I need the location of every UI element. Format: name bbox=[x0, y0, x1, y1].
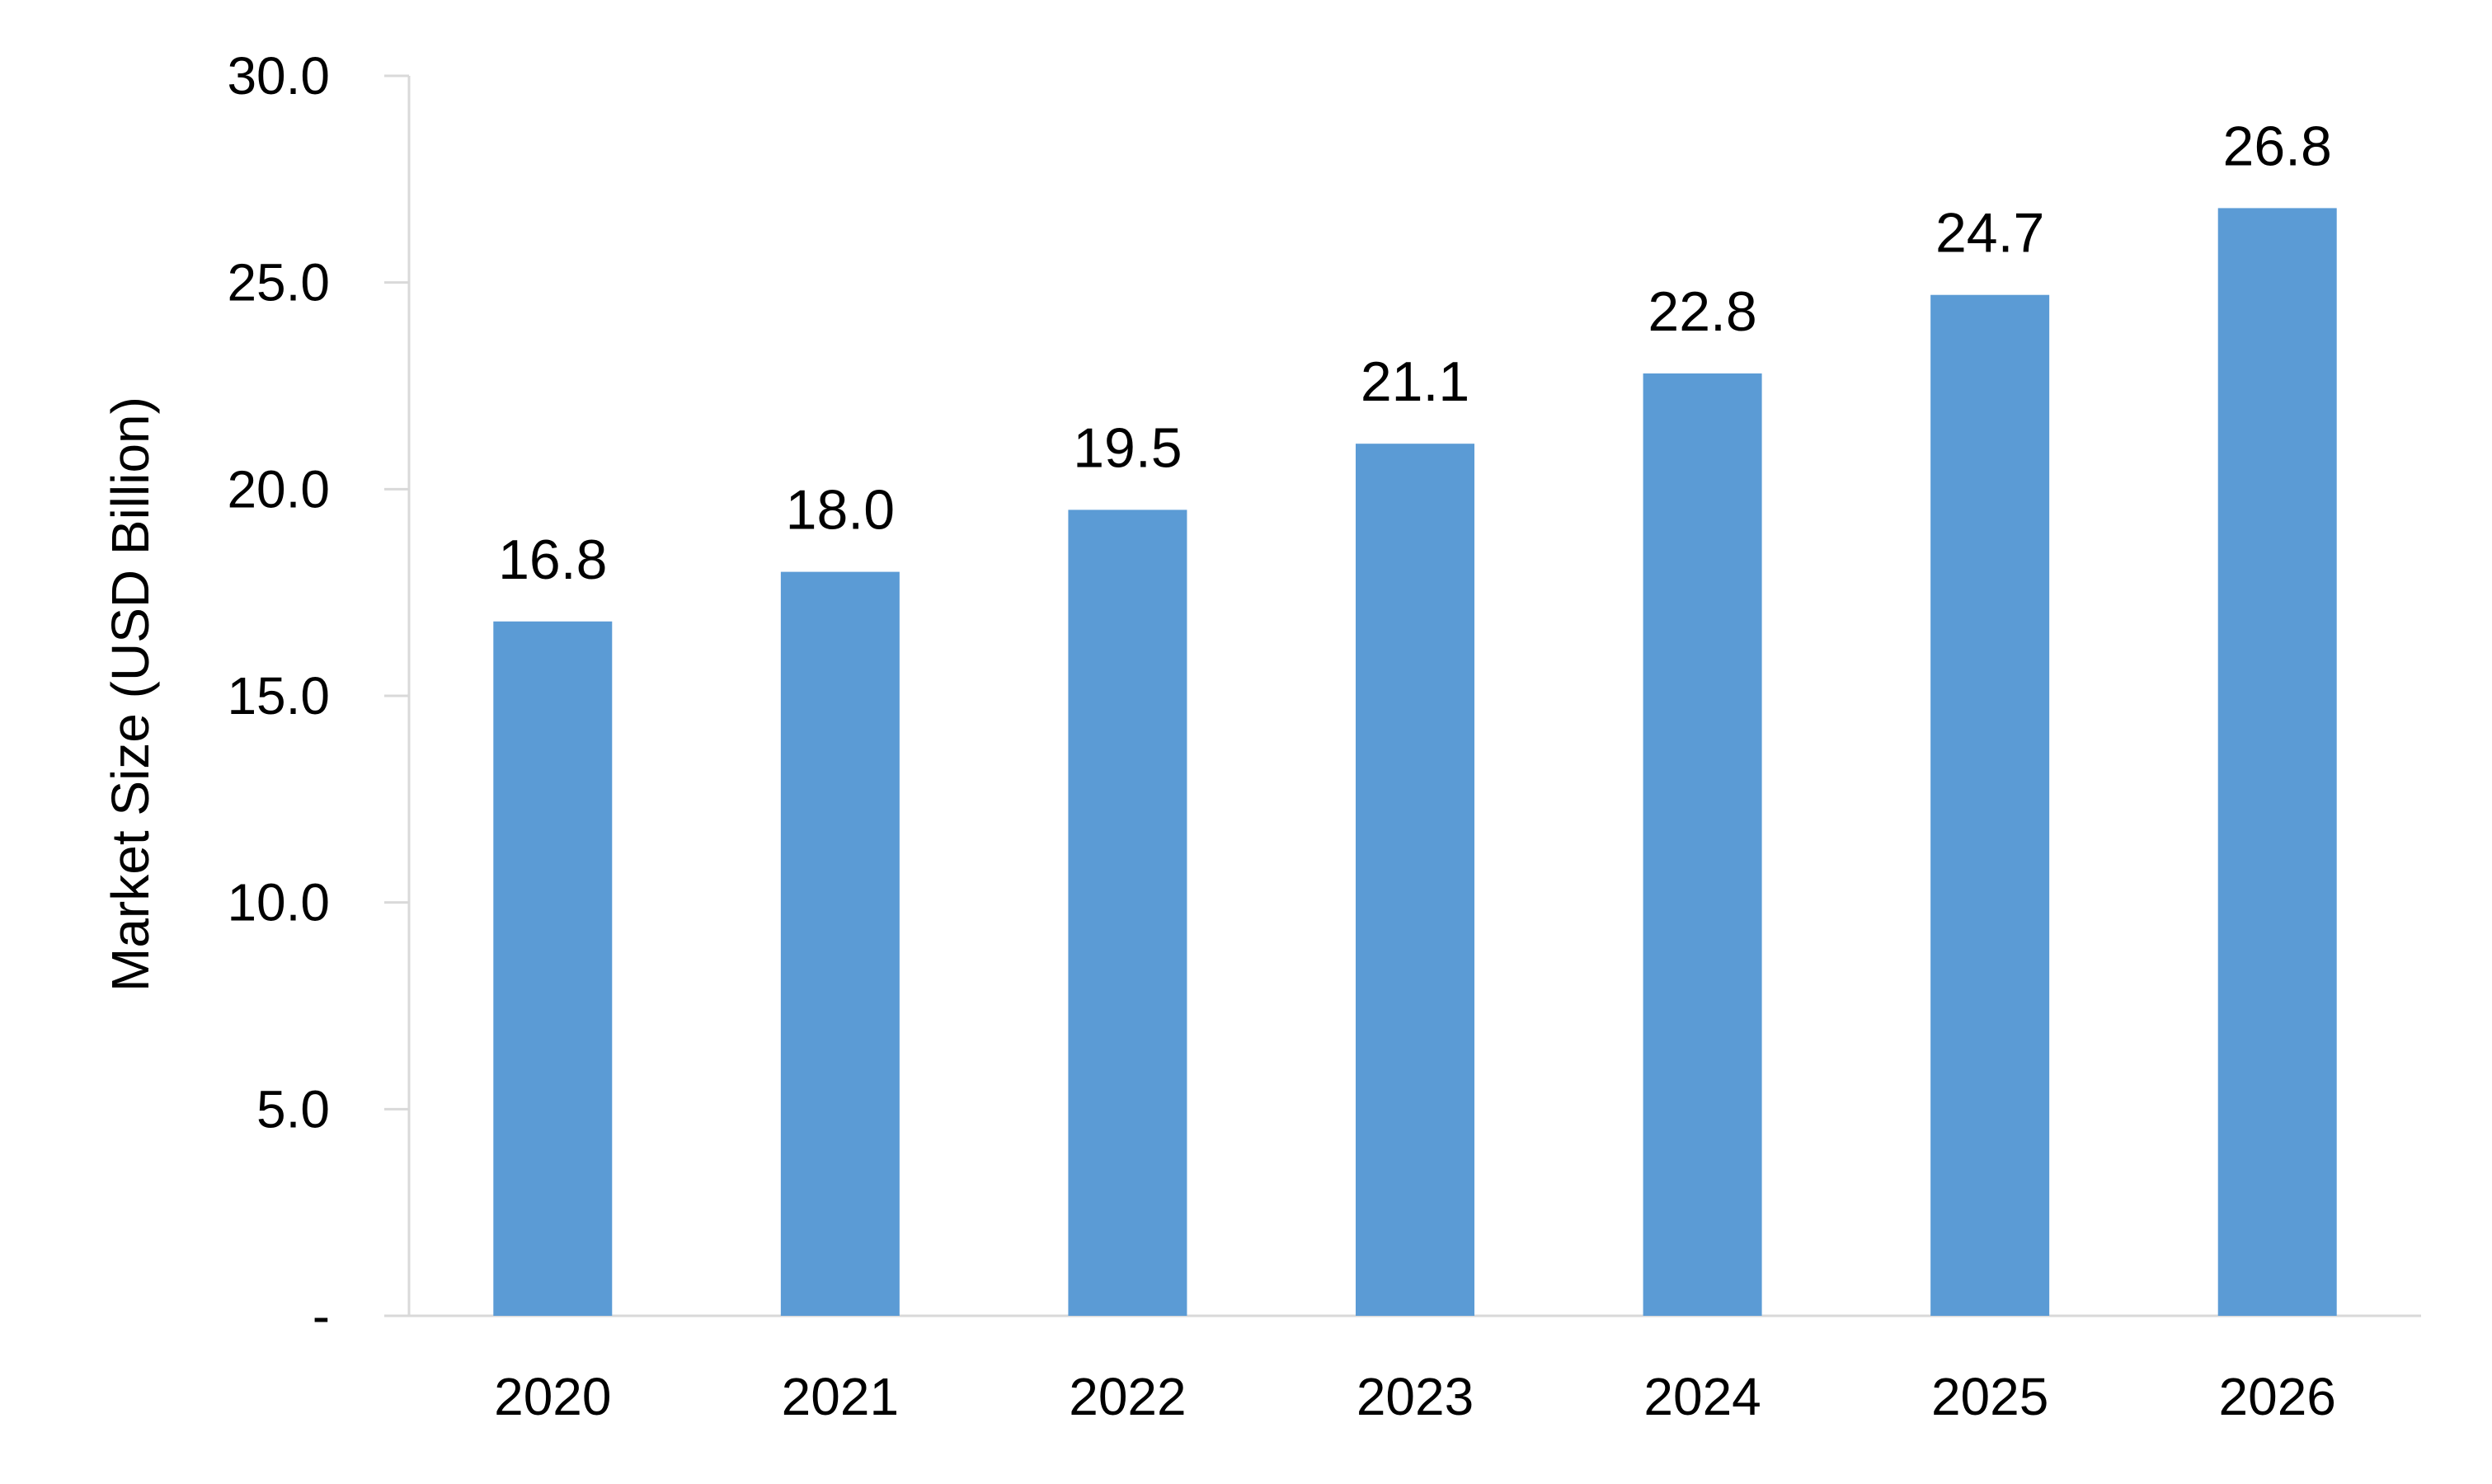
data-label: 24.7 bbox=[1935, 202, 2044, 265]
bar bbox=[1068, 510, 1187, 1316]
y-tick-label: 5.0 bbox=[256, 1079, 330, 1139]
y-tick-label: - bbox=[313, 1286, 330, 1345]
x-tick-label: 2020 bbox=[494, 1367, 611, 1426]
x-tick-label: 2021 bbox=[782, 1367, 899, 1426]
data-label: 18.0 bbox=[786, 479, 895, 542]
data-label: 21.1 bbox=[1361, 350, 1469, 413]
bar bbox=[780, 571, 900, 1316]
y-axis-title: Market Size (USD Billion) bbox=[101, 397, 160, 992]
bars bbox=[493, 208, 2337, 1317]
data-label: 22.8 bbox=[1648, 280, 1756, 343]
y-tick-label: 30.0 bbox=[227, 46, 330, 106]
bar bbox=[1643, 373, 1762, 1317]
x-tick-label: 2025 bbox=[1931, 1367, 2048, 1426]
data-label: 19.5 bbox=[1073, 416, 1182, 479]
x-tick-label: 2026 bbox=[2219, 1367, 2336, 1426]
bar bbox=[2217, 208, 2337, 1317]
data-label: 16.8 bbox=[498, 528, 607, 591]
bar bbox=[493, 621, 613, 1316]
x-axis: 2020 2021 2022 2023 2024 2025 2026 bbox=[384, 1314, 2421, 1426]
data-labels: 16.8 18.0 19.5 21.1 22.8 24.7 26.8 bbox=[498, 115, 2332, 590]
x-tick-label: 2022 bbox=[1069, 1367, 1186, 1426]
data-label: 26.8 bbox=[2223, 115, 2332, 177]
y-tick-label: 10.0 bbox=[227, 873, 330, 932]
x-tick-label: 2023 bbox=[1356, 1367, 1474, 1426]
x-tick-label: 2024 bbox=[1643, 1367, 1761, 1426]
y-axis: - 5.0 10.0 15.0 20.0 25.0 30.0 bbox=[227, 46, 411, 1345]
y-tick-label: 20.0 bbox=[227, 459, 330, 519]
bar bbox=[1356, 444, 1474, 1316]
y-tick-label: 25.0 bbox=[227, 253, 330, 312]
bar bbox=[1930, 294, 2050, 1316]
y-tick-label: 15.0 bbox=[227, 666, 330, 726]
